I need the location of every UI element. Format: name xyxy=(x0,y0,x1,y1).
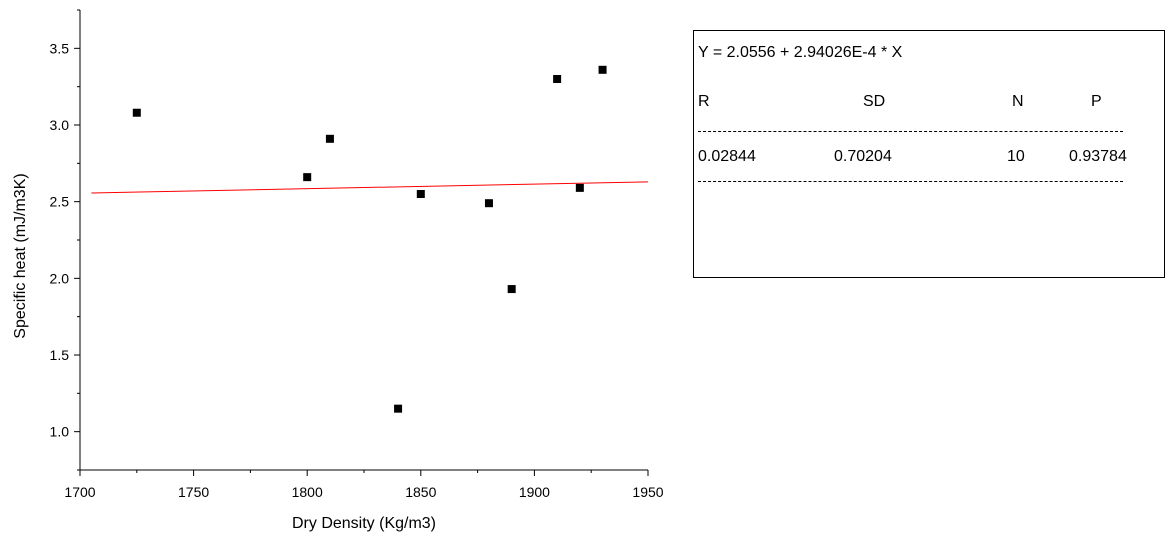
stats-header-sd-text: SD xyxy=(863,93,886,110)
y-tick-label: 2.5 xyxy=(50,194,70,210)
stats-value-n: 10 xyxy=(1007,148,1025,165)
data-point xyxy=(553,75,562,83)
data-point xyxy=(575,183,584,192)
fit-line-group xyxy=(91,181,649,194)
data-point xyxy=(325,134,334,143)
data-point xyxy=(132,108,141,117)
y-tick-label: 1.0 xyxy=(50,424,70,440)
y-axis-ticks: 1.0 1.5 2.0 2.5 3.0 3.5 xyxy=(50,9,80,471)
x-tick-label: 1750 xyxy=(178,484,209,500)
data-point xyxy=(507,285,516,294)
stats-header-n: N xyxy=(1012,93,1024,110)
y-tick-label: 1.5 xyxy=(50,347,70,363)
x-tick-label: 1850 xyxy=(405,484,436,500)
x-tick-label: 1700 xyxy=(64,484,95,500)
stats-header-p: P xyxy=(1091,93,1102,110)
y-tick-label: 3.0 xyxy=(50,117,70,133)
stats-value-r: 0.02844 xyxy=(698,148,756,165)
axes xyxy=(79,10,648,471)
regression-equation: Y = 2.0556 + 2.94026E-4 * X xyxy=(698,44,903,61)
data-point xyxy=(394,404,403,413)
y-axis-label: Specific heat (mJ/m3K) xyxy=(12,173,29,338)
x-tick-label: 1800 xyxy=(292,484,323,500)
data-points xyxy=(132,65,607,413)
stats-value-sd: 0.70204 xyxy=(834,148,892,165)
stats-divider-top xyxy=(698,131,1123,132)
data-point xyxy=(416,190,425,198)
stats-value-p: 0.93784 xyxy=(1069,148,1127,165)
stats-header-r: R xyxy=(698,93,710,110)
x-axis-label: Dry Density (Kg/m3) xyxy=(292,515,436,532)
fit-line xyxy=(91,181,649,194)
x-tick-label: 1900 xyxy=(519,484,550,500)
x-axis-ticks: 1700 1750 1800 1850 1900 1950 xyxy=(64,470,664,500)
stats-divider-bottom xyxy=(698,181,1123,182)
data-point xyxy=(303,173,312,182)
scatter-chart: 1700 1750 1800 1850 1900 1950 1.0 1.5 2.0 2.5 3.0… xyxy=(12,9,664,532)
y-tick-label: 3.5 xyxy=(50,40,70,56)
regression-stats-box: Y = 2.0556 + 2.94026E-4 * X R SD N P 0.0… xyxy=(693,30,1165,278)
x-tick-label: 1950 xyxy=(632,484,663,500)
data-point xyxy=(484,199,493,208)
y-tick-label: 2.0 xyxy=(50,270,70,286)
data-point xyxy=(598,65,607,74)
